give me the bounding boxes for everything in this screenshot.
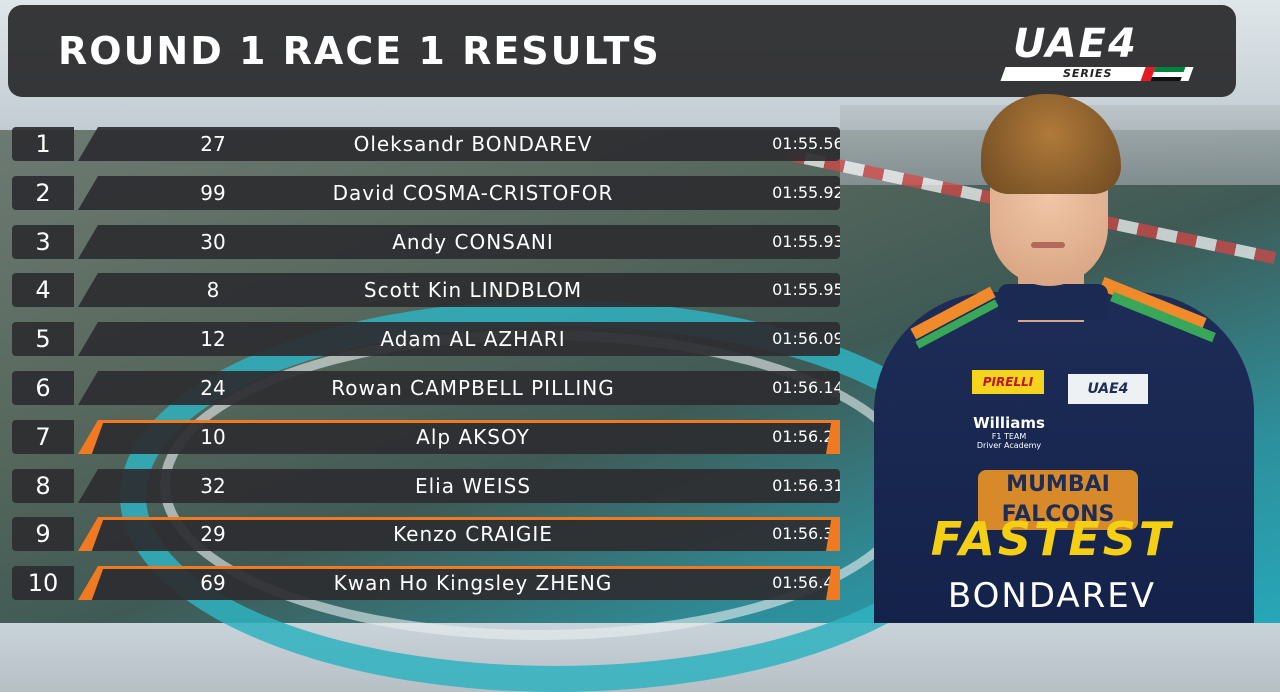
- position: 7: [35, 423, 51, 451]
- fastest-driver-name: BONDAREV: [947, 576, 1157, 616]
- position-cell: 10: [12, 566, 74, 600]
- position-cell: 8: [12, 469, 74, 503]
- highlight-stripe: [98, 420, 840, 423]
- result-bar: 8 Scott Kin LINDBLOM 01:55.950: [78, 273, 840, 307]
- car-number: 69: [200, 571, 226, 595]
- result-row: 3 30 Andy CONSANI 01:55.935: [12, 225, 840, 259]
- position-cell: 4: [12, 273, 74, 307]
- uae4-patch: UAE4: [1068, 374, 1148, 404]
- result-row: 8 32 Elia WEISS 01:56.311: [12, 469, 840, 503]
- uae4-logo-icon: UAE4 SERIES: [1000, 21, 1218, 85]
- title-bar: ROUND 1 RACE 1 RESULTS UAE4 SERIES: [8, 5, 1236, 97]
- page-title: ROUND 1 RACE 1 RESULTS: [58, 29, 661, 73]
- lap-time: 01:56.286: [772, 427, 854, 446]
- driver-name: Elia WEISS: [414, 474, 532, 498]
- driver-name: Rowan CAMPBELL PILLING: [331, 376, 615, 400]
- lap-time: 01:56.311: [772, 476, 854, 495]
- car-number: 12: [200, 327, 226, 351]
- position-cell: 5: [12, 322, 74, 356]
- result-bar: 10 Alp AKSOY 01:56.286: [78, 420, 840, 454]
- position-cell: 9: [12, 517, 74, 551]
- fastest-label: FASTEST: [930, 512, 1174, 566]
- position: 9: [35, 520, 51, 548]
- williams-patch: Williams F1 TEAM Driver Academy: [964, 414, 1054, 454]
- driver-name: David COSMA-CRISTOFOR: [332, 181, 614, 205]
- result-bar: 69 Kwan Ho Kingsley ZHENG 01:56.413: [78, 566, 840, 600]
- car-number: 99: [200, 181, 226, 205]
- car-number: 24: [200, 376, 226, 400]
- lap-time: 01:55.950: [772, 280, 854, 299]
- position: 4: [35, 276, 51, 304]
- result-row: 5 12 Adam AL AZHARI 01:56.092: [12, 322, 840, 356]
- result-row: 7 10 Alp AKSOY 01:56.286: [12, 420, 840, 454]
- result-row: 10 69 Kwan Ho Kingsley ZHENG 01:56.413: [12, 566, 840, 600]
- driver-mouth: [1031, 242, 1065, 248]
- suit-collar: [998, 284, 1108, 320]
- logo-text: UAE4: [1013, 21, 1138, 67]
- result-bar: 30 Andy CONSANI 01:55.935: [78, 225, 840, 259]
- result-row: 4 8 Scott Kin LINDBLOM 01:55.950: [12, 273, 840, 307]
- academy-label: Driver Academy: [976, 441, 1042, 450]
- highlight-stripe: [98, 517, 840, 520]
- result-row: 9 29 Kenzo CRAIGIE 01:56.328: [12, 517, 840, 551]
- position-cell: 2: [12, 176, 74, 210]
- driver-portrait: PIRELLI UAE4 Williams F1 TEAM Driver Aca…: [868, 92, 1268, 623]
- lap-time: 01:56.328: [772, 524, 854, 543]
- car-number: 32: [200, 474, 226, 498]
- driver-name: Scott Kin LINDBLOM: [363, 278, 583, 302]
- position: 5: [35, 325, 51, 353]
- lap-time: 01:55.565: [772, 134, 854, 153]
- driver-name: Adam AL AZHARI: [380, 327, 566, 351]
- logo-subtext: SERIES: [1063, 67, 1113, 80]
- result-bar: 27 Oleksandr BONDAREV 01:55.565: [78, 127, 840, 161]
- position: 8: [35, 472, 51, 500]
- highlight-stripe: [98, 566, 840, 569]
- result-row: 2 99 David COSMA-CRISTOFOR 01:55.924: [12, 176, 840, 210]
- result-bar: 24 Rowan CAMPBELL PILLING 01:56.147: [78, 371, 840, 405]
- car-number: 27: [200, 132, 226, 156]
- driver-name: Kwan Ho Kingsley ZHENG: [333, 571, 613, 595]
- driver-hair: [981, 94, 1121, 194]
- car-number: 10: [200, 425, 226, 449]
- result-bar: 29 Kenzo CRAIGIE 01:56.328: [78, 517, 840, 551]
- driver-name: Oleksandr BONDAREV: [353, 132, 593, 156]
- car-number: 29: [200, 522, 226, 546]
- position: 2: [35, 179, 51, 207]
- position-cell: 1: [12, 127, 74, 161]
- result-bar: 99 David COSMA-CRISTOFOR 01:55.924: [78, 176, 840, 210]
- williams-label: Williams: [973, 414, 1045, 432]
- result-row: 1 27 Oleksandr BONDAREV 01:55.565: [12, 127, 840, 161]
- position-cell: 3: [12, 225, 74, 259]
- position: 10: [27, 569, 59, 597]
- williams-sub-label: F1 TEAM: [991, 432, 1027, 441]
- result-bar: 12 Adam AL AZHARI 01:56.092: [78, 322, 840, 356]
- driver-name: Alp AKSOY: [416, 425, 530, 449]
- lap-time: 01:56.147: [772, 378, 854, 397]
- car-number: 8: [206, 278, 220, 302]
- position-cell: 6: [12, 371, 74, 405]
- lap-time: 01:56.092: [772, 329, 854, 348]
- driver-name: Kenzo CRAIGIE: [393, 522, 553, 546]
- result-row: 6 24 Rowan CAMPBELL PILLING 01:56.147: [12, 371, 840, 405]
- race-suit: [874, 292, 1254, 623]
- lap-time: 01:55.935: [772, 232, 854, 251]
- driver-name: Andy CONSANI: [392, 230, 554, 254]
- uae-flag-icon: [1140, 67, 1186, 81]
- pirelli-patch: PIRELLI: [972, 370, 1044, 394]
- lap-time: 01:56.413: [772, 573, 854, 592]
- position-cell: 7: [12, 420, 74, 454]
- position: 1: [35, 130, 51, 158]
- mumbai-falcons-patch: MUMBAI FALCONS: [978, 470, 1138, 530]
- position: 3: [35, 228, 51, 256]
- position: 6: [35, 374, 51, 402]
- result-bar: 32 Elia WEISS 01:56.311: [78, 469, 840, 503]
- lap-time: 01:55.924: [772, 183, 854, 202]
- car-number: 30: [200, 230, 226, 254]
